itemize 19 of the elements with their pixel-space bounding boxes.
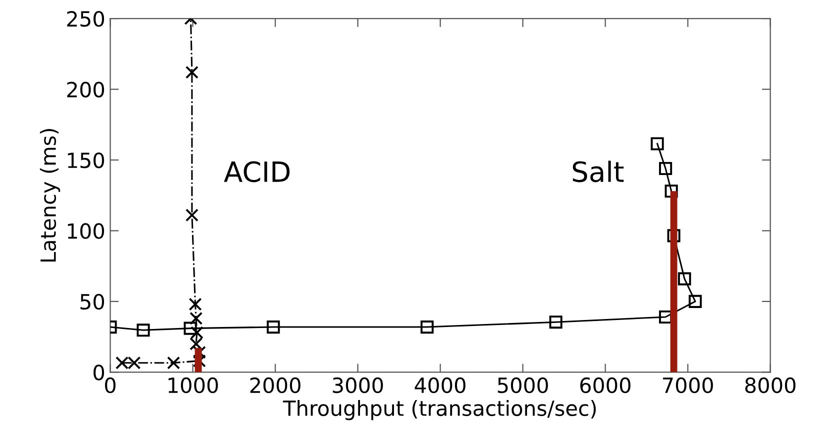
x-tick-label: 0: [105, 377, 116, 394]
series-label: Salt: [572, 160, 624, 182]
x-tick-label: 1000: [168, 377, 218, 394]
y-tick-label: 200: [67, 82, 104, 98]
x-tick-label: 7000: [663, 377, 713, 394]
x-tick-label: 2000: [250, 377, 300, 394]
y-tick-label: 0: [94, 364, 104, 380]
series-label: ACID: [224, 161, 290, 182]
y-tick-label: 250: [67, 11, 104, 27]
x-tick-label: 6000: [580, 377, 630, 394]
y-tick-label: 50: [80, 294, 104, 310]
x-tick-label: 5000: [498, 377, 548, 394]
y-tick-label: 150: [68, 152, 104, 168]
x-tick-label: 8000: [745, 377, 796, 394]
x-axis-title: Throughput (transactions/sec): [282, 400, 596, 420]
x-tick-label: 3000: [332, 377, 383, 394]
x-tick-label: 4000: [414, 377, 466, 394]
y-axis-title: Latency (ms): [40, 128, 60, 262]
y-tick-label: 100: [68, 223, 104, 239]
